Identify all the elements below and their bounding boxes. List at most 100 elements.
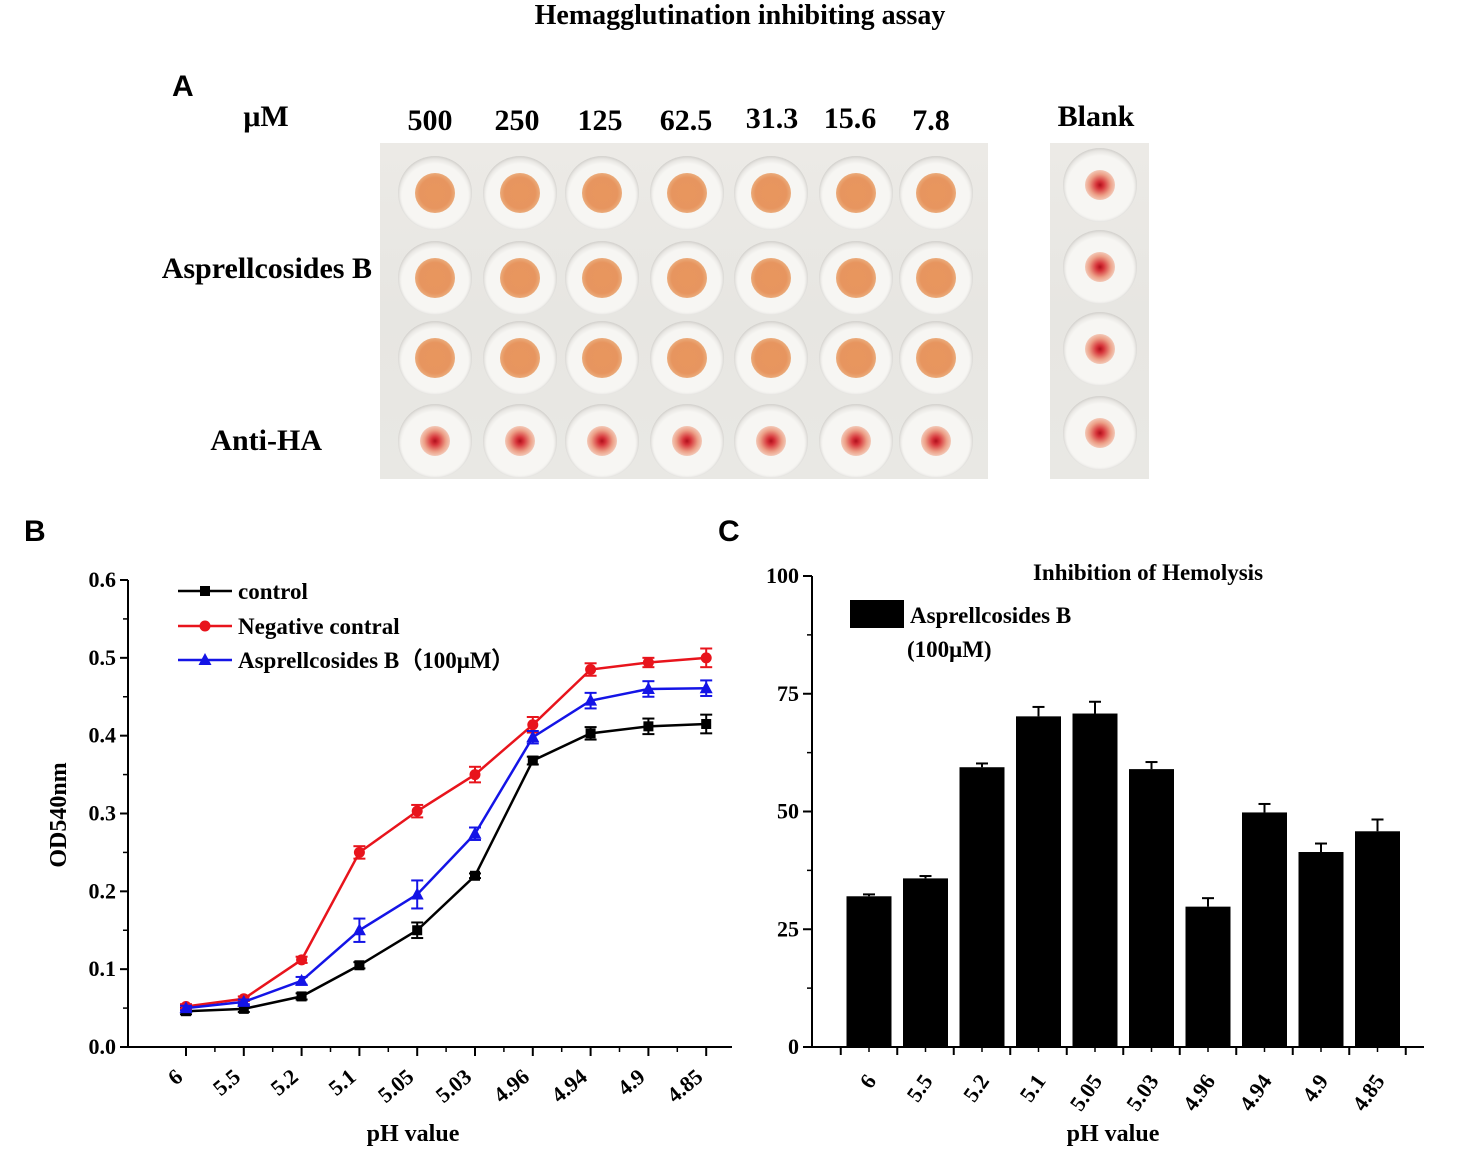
concentration-label: 62.5 [659,104,713,137]
diffuse-rbc [415,258,455,298]
legend-label: control [238,579,308,604]
sample-well [650,156,724,230]
y-tick-label: 0.0 [89,1034,117,1059]
panel-b-letter: B [24,515,46,548]
y-tick-label: 75 [777,681,799,706]
bar [1355,831,1400,1047]
rbc-button [1085,170,1115,200]
bar [1185,906,1231,1047]
sample-well [398,321,472,395]
bar [1016,716,1061,1047]
x-tick-label: 5.1 [1014,1070,1050,1107]
anti-ha-well [734,404,808,478]
panel-c-letter: C [718,515,740,548]
x-axis-label: pH value [1067,1121,1160,1147]
diffuse-rbc [836,258,876,298]
data-point [296,991,307,1002]
sample-well [398,156,472,230]
diffuse-rbc [836,173,876,213]
bar [1298,852,1344,1047]
x-tick-label: 4.9 [1297,1070,1333,1107]
series-line [185,686,707,1010]
concentration-label: 500 [407,104,453,137]
rbc-button [505,426,535,456]
x-tick-label: 4.94 [546,1064,592,1108]
sample-well [899,241,973,315]
diffuse-rbc [751,338,791,378]
diffuse-rbc [415,173,455,213]
data-point [469,769,481,781]
row-label-anti-ha: Anti-HA [210,424,322,457]
data-point [699,681,713,694]
data-point [354,960,365,971]
hemolysis-inhibition-bar-chart: 0 25 50 75 100 6 5.5 5.2 5.1 5.05 5.03 4.96 4.94 4.9 4… [766,560,1424,1147]
x-tick-label: 5.03 [431,1064,477,1108]
unit-label: μM [243,100,289,133]
sample-well [734,156,808,230]
legend-swatch [850,600,904,628]
y-tick-label: 0.3 [89,801,117,826]
x-tick-label: 6 [163,1064,187,1090]
data-point [238,1003,249,1014]
x-tick-label: 5.1 [323,1064,360,1101]
y-tick-label: 0 [788,1034,799,1059]
x-tick-label: 5.5 [901,1070,937,1107]
anti-ha-well [650,404,724,478]
data-point [527,719,539,731]
x-tick-label: 4.96 [488,1064,534,1108]
data-point [701,718,712,729]
diffuse-rbc [667,338,707,378]
bar [1072,713,1118,1047]
sample-well [483,241,557,315]
legend-label-line2: (100μM) [907,637,992,662]
row-label-asprellcosides: Asprellcosides B [161,252,372,285]
y-tick-label: 25 [777,916,799,941]
data-point [470,870,480,881]
diffuse-rbc [582,258,622,298]
anti-ha-well [819,404,893,478]
sample-well [565,321,639,395]
concentration-label: 15.6 [823,102,877,135]
x-tick-label: 5.2 [266,1064,303,1101]
concentration-label: 31.3 [745,102,799,135]
diffuse-rbc [415,338,455,378]
sample-well [483,156,557,230]
series-line [185,722,707,1013]
x-tick-label: 4.9 [612,1064,649,1101]
anti-ha-well [398,404,472,478]
rbc-button [921,426,951,456]
sample-well [734,321,808,395]
blank-well [1063,148,1137,222]
x-axis-label: pH value [367,1121,460,1147]
sample-well [565,156,639,230]
diffuse-rbc [836,338,876,378]
panel-a-letter: A [172,70,194,103]
data-point [352,923,366,936]
anti-ha-well [899,404,973,478]
x-tick-label: 5.05 [1065,1070,1108,1116]
data-point [527,755,538,766]
diffuse-rbc [751,258,791,298]
diffuse-rbc [916,258,956,298]
data-point [584,693,598,706]
blank-well [1063,396,1137,470]
data-point [412,925,423,936]
sample-well [565,241,639,315]
data-point [468,826,482,839]
diffuse-rbc [500,173,540,213]
x-tick-label: 6 [854,1070,881,1093]
data-point [353,846,365,858]
x-tick-label: 5.5 [208,1064,245,1101]
y-tick-label: 0.4 [89,723,117,748]
sample-well [398,241,472,315]
sample-well [819,241,893,315]
concentration-label: 7.8 [912,104,950,137]
rbc-button [587,426,617,456]
y-tick-label: 50 [777,799,799,824]
ph-od-line-chart: 0.00.10.20.30.40.50.66 5.5 5.2 5.1 5.05 5.03 4… [46,567,732,1147]
rbc-button [841,426,871,456]
diffuse-rbc [751,173,791,213]
data-point [411,805,423,817]
legend-marker [199,620,211,632]
y-tick-label: 0.2 [89,878,117,903]
